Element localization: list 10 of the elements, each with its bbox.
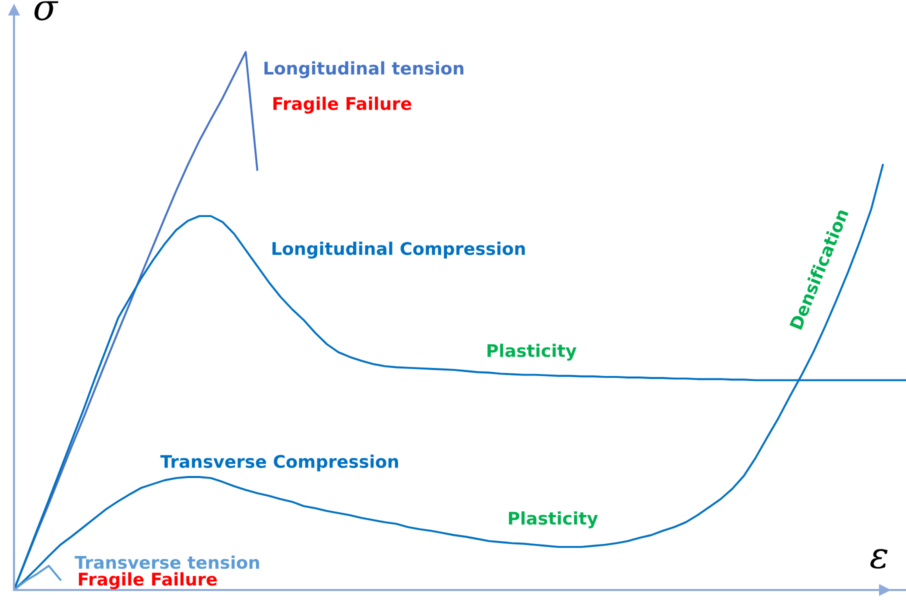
series-label: Longitudinal Compression [272, 242, 525, 259]
x-axis-title: ε [870, 549, 888, 569]
series-label: Transverse tension [74, 556, 260, 569]
series-label: Transverse Compression [160, 454, 398, 472]
annotation: Fragile Failure [78, 572, 217, 590]
annotation: Fragile Failure [273, 96, 412, 114]
annotation: Plasticity [508, 511, 598, 528]
y-axis-title: σ [34, 1, 58, 20]
series-label: Longitudinal tension [264, 61, 464, 78]
annotation: Plasticity [488, 344, 576, 361]
